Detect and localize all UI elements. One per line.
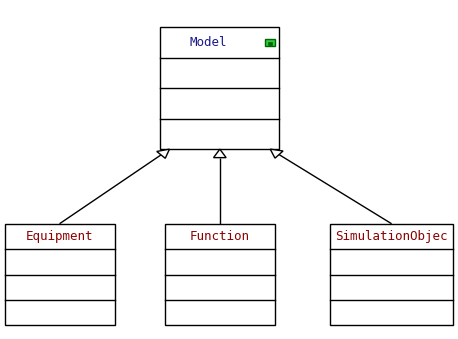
- Text: Equipment: Equipment: [26, 230, 93, 243]
- Text: Function: Function: [190, 230, 250, 243]
- Bar: [265, 39, 275, 46]
- Bar: [160, 27, 279, 149]
- Polygon shape: [213, 149, 226, 158]
- Polygon shape: [270, 149, 283, 158]
- Bar: [268, 42, 273, 45]
- Text: SimulationObjec: SimulationObjec: [335, 230, 448, 243]
- Bar: [165, 224, 275, 325]
- Text: Model: Model: [190, 36, 227, 49]
- Bar: [5, 224, 114, 325]
- Bar: [330, 224, 453, 325]
- Polygon shape: [157, 149, 169, 158]
